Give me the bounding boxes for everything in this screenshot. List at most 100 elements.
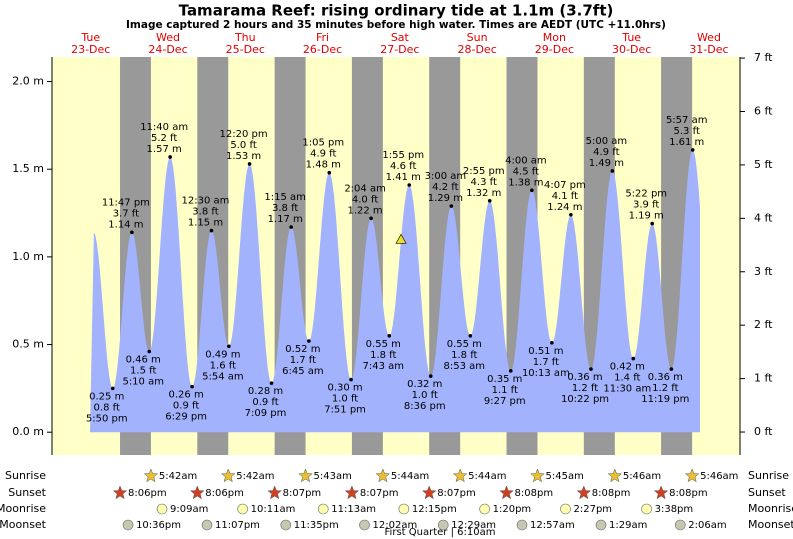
tide-label: 0.49 m: [205, 349, 240, 360]
sunrise-icon: [143, 468, 159, 483]
sunset-icon: [189, 485, 205, 500]
date-label: 28-Dec: [457, 43, 496, 56]
sunrise-icon: [375, 468, 391, 483]
sunrise-time: 5:44am: [391, 471, 429, 482]
tide-label: 0.51 m: [528, 346, 563, 357]
tide-label: 3:00 am: [425, 171, 467, 182]
sunset-icon: [499, 485, 514, 500]
y2-tick-label: 7 ft: [754, 51, 773, 64]
sunrise-icon: [530, 468, 545, 483]
tide-label: 0.8 ft: [94, 402, 120, 413]
moonset-icon: [675, 519, 686, 531]
tide-label: 0.55 m: [366, 339, 401, 350]
tide-label: 1.22 m: [347, 205, 382, 216]
sunset-time: 8:07pm: [283, 488, 322, 499]
tide-point: [227, 344, 231, 349]
tide-label: 0.52 m: [285, 344, 320, 355]
y2-tick-label: 2 ft: [754, 318, 773, 331]
tide-label: 4.9 ft: [310, 149, 336, 160]
tide-label: 0.42 m: [610, 362, 645, 373]
y2-tick-label: 5 ft: [754, 158, 773, 171]
tide-point: [407, 183, 412, 187]
sunrise-icon: [220, 468, 236, 483]
chart-subtitle: Image captured 2 hours and 35 minutes be…: [126, 19, 666, 31]
tide-point: [508, 369, 513, 373]
sunset-time: 8:07pm: [437, 488, 476, 499]
sunrise-time: 5:44am: [468, 471, 506, 482]
tide-label: 1.57 m: [147, 144, 182, 155]
moonset-icon: [516, 519, 528, 531]
tide-point: [289, 225, 293, 229]
y2-tick-label: 0 ft: [754, 425, 773, 438]
sunset-time: 8:06pm: [205, 488, 244, 499]
tide-point: [631, 356, 636, 361]
tide-label: 1.14 m: [108, 219, 143, 230]
tide-label: 1.2 ft: [572, 383, 598, 394]
tide-label: 1.1 ft: [492, 385, 518, 396]
moonset-time: 11:07pm: [215, 520, 260, 531]
tide-label: 5:00 am: [586, 136, 628, 147]
tide-label: 0.26 m: [169, 390, 204, 401]
tide-label: 0.28 m: [248, 386, 283, 397]
tide-label: 1.24 m: [547, 202, 582, 213]
y2-tick-label: 6 ft: [754, 104, 773, 117]
row-label: Sunset: [8, 486, 46, 499]
weekday-label: Tue: [621, 31, 641, 44]
tide-label: 1.32 m: [466, 188, 501, 199]
tide-label: 10:13 am: [522, 368, 570, 379]
weekday-label: Sun: [467, 31, 488, 44]
moonset-time: 12:02am: [373, 520, 418, 531]
tide-area: [90, 149, 700, 433]
tide-point: [209, 228, 214, 233]
moonrise-icon: [560, 503, 571, 515]
tide-label: 2:04 am: [344, 183, 386, 194]
row-label: Moonset: [0, 518, 47, 531]
tide-label: 5:50 pm: [86, 413, 128, 424]
tide-label: 10:22 pm: [561, 394, 609, 405]
moonrise-icon: [317, 503, 329, 515]
tide-label: 1.6 ft: [210, 360, 236, 371]
weekday-label: Fri: [316, 31, 329, 44]
moonset-time: 12:29am: [451, 520, 496, 531]
moonset-time: 11:35pm: [294, 520, 339, 531]
tide-label: 7:51 pm: [324, 405, 366, 416]
tide-label: 0.36 m: [567, 372, 602, 383]
sunset-icon: [344, 485, 360, 500]
tide-point: [530, 188, 534, 193]
sunrise-time: 5:42am: [236, 471, 274, 482]
tide-label: 1:55 pm: [382, 150, 424, 161]
date-label: 30-Dec: [612, 43, 651, 56]
tide-label: 5:10 am: [122, 377, 164, 388]
tide-label: 3.7 ft: [113, 208, 139, 219]
y-tick-label: 2.0 m: [12, 75, 44, 88]
sunrise-icon: [452, 468, 468, 483]
y-tick-label: 0.5 m: [12, 338, 44, 351]
tide-label: 9:27 pm: [484, 396, 526, 407]
tide-label: 0.55 m: [447, 339, 482, 350]
y-tick-label: 1.5 m: [12, 162, 44, 175]
tide-label: 5:54 am: [202, 371, 244, 382]
date-label: 29-Dec: [535, 43, 574, 56]
weekday-label: Wed: [697, 31, 721, 44]
tide-point: [130, 230, 134, 235]
tide-label: 0.32 m: [407, 379, 442, 390]
tide-label: 1.49 m: [589, 158, 624, 169]
moonrise-icon: [398, 503, 410, 515]
tide-label: 1.8 ft: [370, 350, 396, 361]
row-label: Sunrise: [5, 469, 46, 482]
row-label-right: Moonrise: [748, 502, 793, 515]
tide-label: 0.35 m: [487, 374, 522, 385]
moonset-time: 12:57am: [530, 520, 575, 531]
moonrise-icon: [479, 503, 490, 515]
tide-label: 11:19 pm: [641, 394, 689, 405]
tide-label: 1.5 ft: [130, 366, 156, 377]
tide-label: 0.25 m: [89, 391, 124, 402]
sunset-time: 8:08pm: [515, 488, 554, 499]
tide-label: 5:57 am: [666, 115, 708, 126]
moonrise-time: 2:27pm: [574, 504, 613, 515]
tide-point: [168, 155, 172, 159]
tide-point: [349, 377, 353, 382]
tide-label: 3.8 ft: [272, 203, 298, 214]
tide-label: 11:30 am: [603, 384, 651, 395]
tide-point: [669, 367, 674, 371]
